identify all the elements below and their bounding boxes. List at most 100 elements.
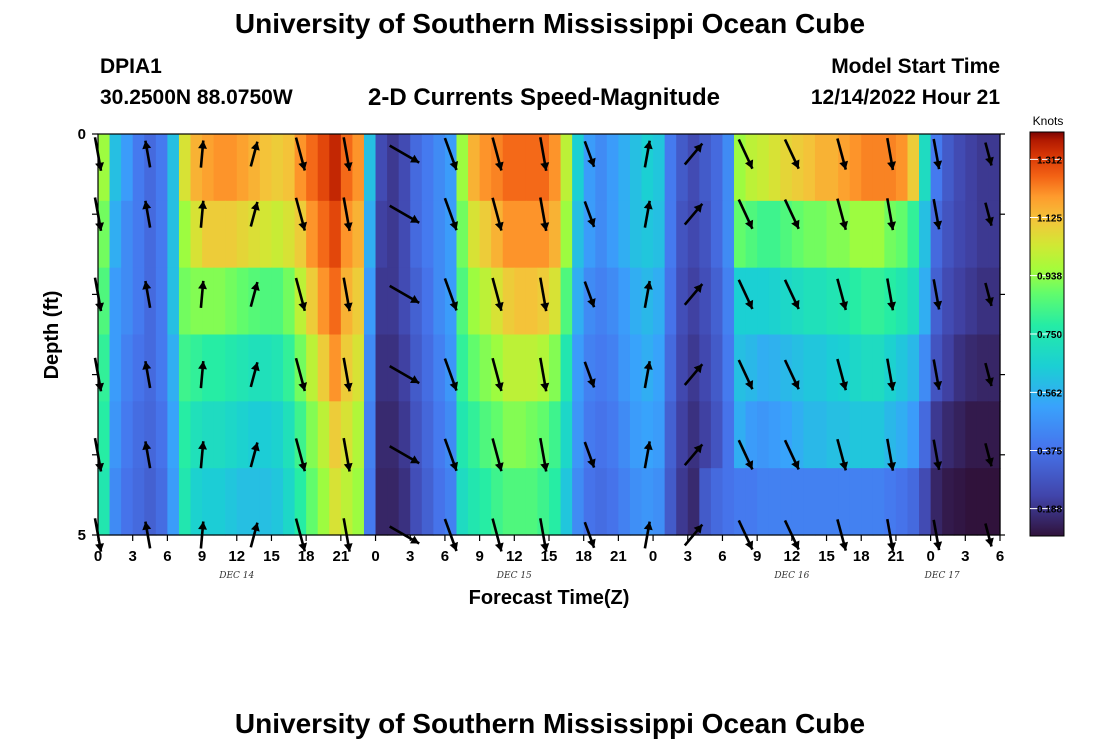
heatmap-cell <box>687 200 700 269</box>
heatmap-cell <box>329 200 342 269</box>
heatmap-cell <box>745 334 758 402</box>
heatmap-cell <box>433 134 446 202</box>
heatmap-cell <box>976 401 990 469</box>
heatmap-cell <box>444 134 458 202</box>
heatmap-cell <box>155 334 168 402</box>
heatmap-cell <box>190 334 203 402</box>
heatmap-cell <box>803 134 816 202</box>
heatmap-cell <box>410 200 423 269</box>
x-axis-label: Forecast Time(Z) <box>469 587 630 609</box>
heatmap-cell <box>988 334 1001 402</box>
heatmap-cell <box>329 468 342 536</box>
heatmap-cell <box>826 267 839 336</box>
heatmap-cell <box>988 134 1001 202</box>
heatmap-cell <box>525 401 539 469</box>
heatmap-cell <box>433 401 446 469</box>
heatmap-cell <box>976 334 990 402</box>
y-tick-label: 5 <box>78 527 86 544</box>
heatmap-cell <box>757 267 770 336</box>
heatmap-cell <box>306 401 319 469</box>
heatmap-cell <box>259 267 273 336</box>
heatmap-cell <box>213 401 226 469</box>
heatmap-cell <box>491 200 504 269</box>
heatmap-cell <box>710 200 724 269</box>
heatmap-cell <box>363 334 377 402</box>
current-vector-arrow <box>984 282 994 307</box>
heatmap-cell <box>352 468 365 536</box>
heatmap-cell <box>491 134 504 202</box>
heatmap-cell <box>167 134 180 202</box>
current-vector-arrow <box>836 278 848 311</box>
current-vector-arrow <box>583 361 596 388</box>
heatmap-cell <box>537 401 550 469</box>
x-tick-label: 18 <box>298 548 315 565</box>
heatmap-cell <box>317 200 330 269</box>
heatmap-cell <box>387 401 400 469</box>
x-tick-label: 21 <box>888 548 905 565</box>
current-vector-arrow <box>643 200 653 228</box>
heatmap-cell <box>919 334 932 402</box>
heatmap-cell <box>144 267 157 336</box>
current-vector-arrow <box>491 357 504 392</box>
x-tick-label: 3 <box>129 548 137 565</box>
heatmap-cell <box>479 401 492 469</box>
current-vector-arrow <box>886 278 896 311</box>
heatmap-cell <box>167 334 180 402</box>
heatmap-cell <box>988 401 1001 469</box>
colorbar-unit-label: Knots <box>1033 114 1064 128</box>
heatmap-cell <box>213 200 226 269</box>
current-vector-arrow <box>984 362 994 387</box>
current-vector-arrow <box>539 357 550 392</box>
current-vector-arrow <box>342 437 353 472</box>
heatmap-cell <box>271 134 284 202</box>
heatmap-cell <box>248 134 261 202</box>
heatmap-cell <box>283 267 296 336</box>
heatmap-cell <box>653 200 666 269</box>
x-tick-label: 12 <box>506 548 523 565</box>
heatmap-cell <box>155 267 168 336</box>
x-tick-label: 21 <box>333 548 350 565</box>
heatmap-cell <box>317 267 330 336</box>
date-label: DEC 17 <box>924 571 960 581</box>
heatmap-cell <box>699 334 712 402</box>
heatmap-cell <box>676 200 689 269</box>
colorbar-tick-label: 0.375 <box>1037 447 1062 458</box>
heatmap-cell <box>525 334 539 402</box>
heatmap-cell <box>155 468 168 536</box>
heatmap-cell <box>525 200 539 269</box>
heatmap-cell <box>942 401 955 469</box>
current-vector-arrow <box>142 360 152 389</box>
heatmap-cell <box>352 334 365 402</box>
heatmap-cell <box>502 267 515 336</box>
x-tick-label: 12 <box>784 548 801 565</box>
heatmap-cell <box>340 401 354 469</box>
heatmap-cell <box>283 134 296 202</box>
heatmap-cell <box>271 401 284 469</box>
heatmap-cell <box>861 334 874 402</box>
heatmap-cell <box>363 401 377 469</box>
heatmap-cell <box>583 468 596 536</box>
heatmap-cell <box>444 401 458 469</box>
heatmap-cell <box>98 200 111 269</box>
current-vector-arrow <box>886 137 896 171</box>
heatmap-cell <box>491 334 504 402</box>
heatmap-cell <box>907 468 920 536</box>
heatmap-cell <box>734 468 747 536</box>
chart-subtitle: 2-D Currents Speed-Magnitude <box>368 84 721 111</box>
heatmap-cell <box>225 401 238 469</box>
heatmap-cell <box>965 267 978 336</box>
heatmap-cell <box>768 267 781 336</box>
heatmap-cell <box>225 468 238 536</box>
heatmap-cell <box>444 334 458 402</box>
heatmap-cell <box>363 200 377 269</box>
current-vector-arrow <box>932 138 943 170</box>
x-tick-label: 3 <box>961 548 969 565</box>
x-tick-label: 0 <box>371 548 379 565</box>
heatmap-cell <box>641 134 654 202</box>
current-vector-arrow <box>249 442 260 468</box>
heatmap-cell <box>236 468 249 536</box>
heatmap-cell <box>861 134 874 202</box>
heatmap-cell <box>699 200 712 269</box>
heatmap-cell <box>433 267 446 336</box>
heatmap-cell <box>838 468 851 536</box>
